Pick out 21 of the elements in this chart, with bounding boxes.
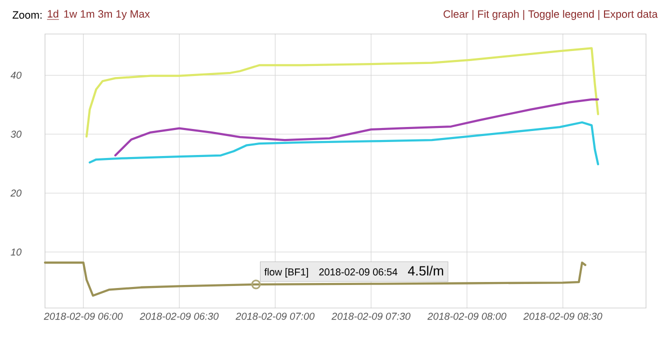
line-series	[85, 47, 600, 138]
line-series	[114, 98, 600, 156]
annotation: 4.5l/m	[408, 266, 444, 276]
y-tick-label: 30	[10, 130, 22, 138]
x-tick-label: 2018-02-09 07:00	[236, 312, 315, 320]
annotation: flow [BF1]	[264, 268, 308, 278]
text: 1w 1m 3m 1y Max	[64, 10, 150, 20]
text: Zoom:	[12, 11, 42, 19]
x-tick-label: 2018-02-09 07:30	[332, 312, 410, 320]
text: Clear | Fit graph | Toggle legend | Export data	[444, 10, 658, 20]
y-tick-label: 40	[10, 72, 22, 79]
text: 1d	[48, 10, 58, 18]
annotation: 2018-02-09 06:54	[319, 268, 398, 276]
y-tick-label: 10	[10, 248, 22, 256]
x-tick-label: 2018-02-09 06:00	[44, 312, 123, 320]
y-tick-label: 20	[10, 190, 22, 197]
x-tick-label: 2018-02-09 06:30	[140, 312, 219, 320]
x-tick-label: 2018-02-09 08:30	[523, 312, 602, 320]
line-series	[44, 262, 586, 297]
line-series	[88, 121, 600, 166]
x-tick-label: 2018-02-09 08:00	[427, 312, 506, 320]
